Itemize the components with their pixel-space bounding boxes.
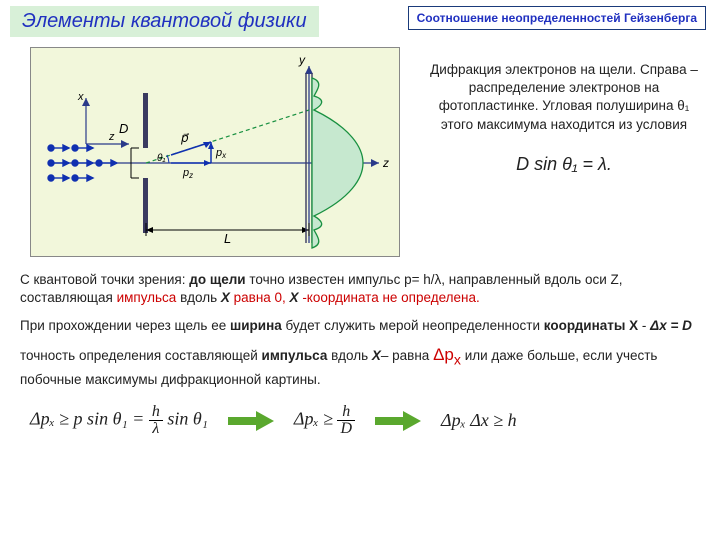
right-text-body: Дифракция электронов на щели. Справа – р… [422, 61, 706, 134]
paragraph-3: точность определения составляющей импуль… [20, 344, 700, 388]
p1a: С квантовой точки зрения: [20, 272, 189, 287]
p2c: будет служить мерой неопределенности [282, 318, 544, 333]
page-subtitle: Соотношение неопределенностей Гейзенберг… [408, 6, 706, 30]
p1b: до щели [189, 272, 245, 287]
f2-den: D [337, 421, 355, 437]
page-title: Элементы квантовой физики [10, 6, 319, 37]
p3f: Δp [433, 345, 454, 364]
formula-main: D sin θ₁ = λ. [422, 152, 706, 176]
formula-3: Δpₓ Δx ≥ h [441, 410, 517, 431]
p2a: При прохождении через щель ее [20, 318, 230, 333]
p2d: координаты X [544, 318, 638, 333]
paragraph-1: С квантовой точки зрения: до щели точно … [20, 271, 700, 307]
p1i: -координата не определена. [299, 290, 480, 305]
svg-text:y: y [298, 53, 306, 67]
formula-2: Δpₓ ≥ hD [294, 404, 355, 437]
svg-text:D: D [119, 121, 128, 136]
diagram-svg: z y x z [31, 48, 401, 258]
arrow-icon [373, 409, 423, 433]
f1-num: h [149, 404, 163, 421]
f1-den: λ [149, 421, 163, 437]
p3a: точность определения составляющей [20, 348, 262, 363]
p1f: X [221, 290, 230, 305]
svg-text:p⃗: p⃗ [180, 131, 189, 145]
right-description: Дифракция электронов на щели. Справа – р… [422, 47, 706, 257]
diffraction-diagram: z y x z [30, 47, 400, 257]
p1e: вдоль [176, 290, 221, 305]
svg-text:px: px [215, 147, 227, 160]
f2-lhs: Δpₓ ≥ [294, 409, 338, 429]
p2b: ширина [230, 318, 282, 333]
p3c: вдоль [327, 348, 372, 363]
formulas-row: Δpₓ ≥ p sin θ₁ = hλ sin θ₁ Δpₓ ≥ hD Δpₓ … [0, 398, 720, 437]
p3b: импульса [262, 348, 328, 363]
arrow-icon [226, 409, 276, 433]
svg-text:x: x [77, 91, 84, 103]
p1g: равна 0, [230, 290, 290, 305]
lower-text: С квантовой точки зрения: до щели точно … [0, 263, 720, 388]
f1-tail: sin θ₁ [163, 409, 208, 429]
svg-text:z: z [382, 156, 389, 170]
svg-text:pz: pz [182, 167, 193, 180]
p3d: X [372, 348, 381, 363]
p1h: X [290, 290, 299, 305]
svg-text:z: z [108, 131, 115, 143]
p1d: импульса [117, 290, 177, 305]
paragraph-2: При прохождении через щель ее ширина буд… [20, 317, 700, 335]
formula-1: Δpₓ ≥ p sin θ₁ = hλ sin θ₁ [30, 404, 208, 437]
p2e: - [638, 318, 650, 333]
f2-num: h [337, 404, 355, 421]
p2f: Δx = D [650, 318, 692, 333]
p3e: – равна [381, 348, 433, 363]
f1-lhs: Δpₓ ≥ p sin θ₁ = [30, 409, 149, 429]
svg-text:θ₁: θ₁ [157, 153, 166, 164]
svg-text:L: L [224, 231, 231, 246]
p3g: x [454, 353, 461, 369]
